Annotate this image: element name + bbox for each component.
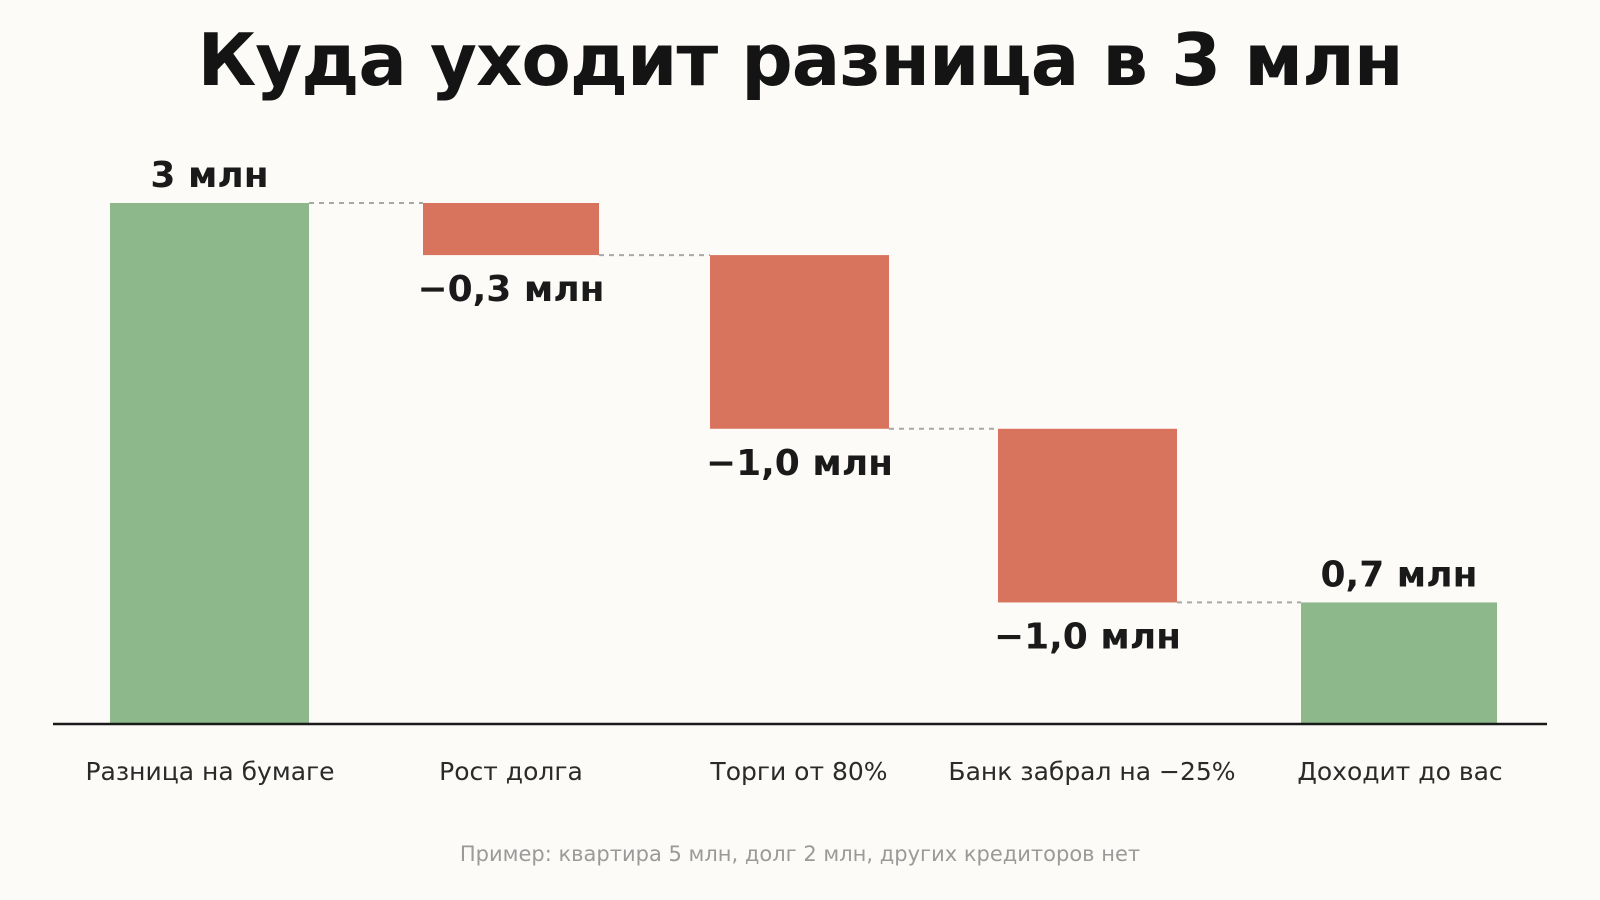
decrease-bar bbox=[423, 203, 599, 256]
decrease-bar bbox=[998, 428, 1177, 603]
total-bar bbox=[110, 203, 309, 724]
decrease-bar bbox=[710, 255, 889, 429]
bar-value-label: 3 млн bbox=[150, 155, 268, 196]
total-bar bbox=[1301, 602, 1497, 724]
category-label: Торги от 80% bbox=[709, 757, 887, 786]
bar-value-label: 0,7 млн bbox=[1321, 554, 1478, 595]
category-label: Разница на бумаге bbox=[85, 757, 334, 786]
bar-value-label: −1,0 млн bbox=[706, 443, 893, 484]
chart-footnote: Пример: квартира 5 млн, долг 2 млн, друг… bbox=[459, 842, 1141, 866]
category-label: Рост долга bbox=[439, 757, 583, 786]
bar-value-label: −0,3 млн bbox=[417, 269, 604, 310]
chart-title: Куда уходит разница в 3 млн bbox=[197, 18, 1403, 102]
category-label: Банк забрал на −25% bbox=[948, 757, 1235, 786]
category-label: Доходит до вас bbox=[1297, 757, 1502, 786]
bar-value-label: −1,0 млн bbox=[994, 616, 1181, 657]
